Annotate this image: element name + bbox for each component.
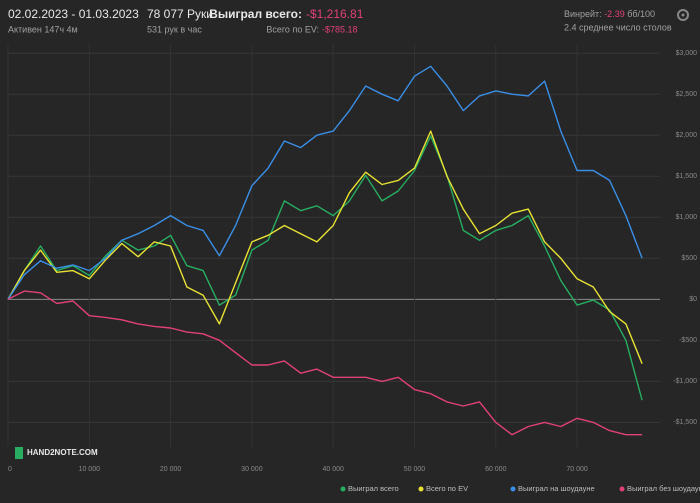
ev-label: Всего по EV: [266,24,319,34]
legend-label: Всего по EV [426,484,468,493]
legend-item: Выиграл без шоудауна [619,484,700,493]
x-tick-label: 20 000 [160,466,182,473]
x-tick-label: 40 000 [322,466,344,473]
y-tick-label: $1,000 [676,214,698,221]
legend-marker [418,486,424,492]
legend-marker [510,486,516,492]
legend-marker [340,486,346,492]
x-tick-label: 60 000 [485,466,507,473]
series-line [7,290,643,436]
gear[interactable] [677,9,689,21]
y-tick-label: -$500 [679,337,697,344]
won-value: -$1,216.81 [306,7,364,21]
legend-item: Выиграл на шоудауне [510,484,595,493]
gear-center[interactable] [681,13,685,17]
hands-per-hour: 531 рук в час [147,24,202,34]
y-tick-label: $0 [689,296,697,303]
series-line [7,130,643,364]
y-tick-label: $2,500 [676,91,698,98]
x-tick-label: 0 [8,466,12,473]
logo: HAND2NOTE.COM [27,448,98,457]
winrate-label: Винрейт: [564,9,602,19]
x-tick-label: 10 000 [79,466,101,473]
y-tick-label: $3,000 [676,50,698,57]
legend-label: Выиграл без шоудауна [627,484,700,493]
legend-label: Выиграл всего [348,484,399,493]
settings-icon[interactable] [677,9,689,21]
x-tick-label: 30 000 [241,466,263,473]
x-tick-label: 50 000 [404,466,426,473]
y-tick-label: $2,000 [676,132,698,139]
hands: 78 077 Руки [147,7,213,21]
ev-value: -$785.18 [322,24,358,34]
y-tick-label: $500 [681,255,697,262]
series-line [7,135,643,401]
winrate-value: -2.39 [604,9,625,19]
y-tick-label: -$1,000 [673,378,697,385]
winrate: Винрейт: -2.39 бб/100 [564,9,655,19]
won-label: Выиграл всего: [209,7,302,21]
y-tick-label: $1,500 [676,173,698,180]
legend-marker [619,486,625,492]
x-tick-label: 70 000 [566,466,588,473]
legend-label: Выиграл на шоудауне [518,484,595,493]
legend-item: Всего по EV [418,484,468,493]
logo-mark [15,447,23,459]
y-tick-label: -$1,500 [673,419,697,426]
legend-item: Выиграл всего [340,484,399,493]
series-line [7,65,643,300]
active-time: Активен 147ч 4м [8,24,78,34]
winrate-unit: бб/100 [627,9,655,19]
period: 02.02.2023 - 01.03.2023 [8,7,139,21]
tables: 2.4 среднее число столов [564,22,672,32]
